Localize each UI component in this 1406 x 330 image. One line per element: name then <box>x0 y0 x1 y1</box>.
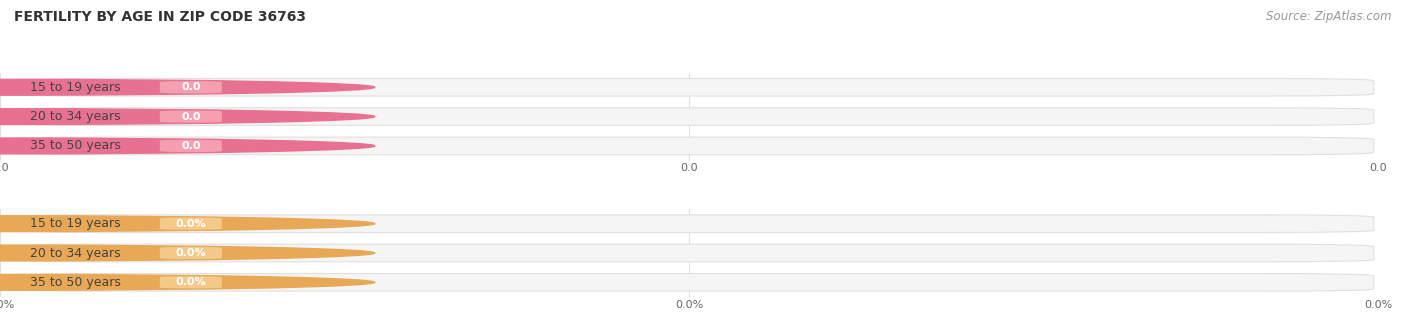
Text: 15 to 19 years: 15 to 19 years <box>31 217 121 230</box>
Text: 0.0: 0.0 <box>181 112 201 121</box>
Text: FERTILITY BY AGE IN ZIP CODE 36763: FERTILITY BY AGE IN ZIP CODE 36763 <box>14 10 307 24</box>
FancyBboxPatch shape <box>3 274 1374 291</box>
FancyBboxPatch shape <box>3 137 1374 155</box>
FancyBboxPatch shape <box>160 217 222 230</box>
Text: 0.0%: 0.0% <box>176 248 207 258</box>
Text: 15 to 19 years: 15 to 19 years <box>31 81 121 94</box>
FancyBboxPatch shape <box>160 247 222 259</box>
Text: 35 to 50 years: 35 to 50 years <box>31 140 121 152</box>
Text: 0.0: 0.0 <box>181 82 201 92</box>
Text: Source: ZipAtlas.com: Source: ZipAtlas.com <box>1267 10 1392 23</box>
Text: 0.0%: 0.0% <box>176 219 207 229</box>
FancyBboxPatch shape <box>3 108 1374 125</box>
FancyBboxPatch shape <box>3 215 1374 232</box>
Text: 20 to 34 years: 20 to 34 years <box>31 247 121 259</box>
Circle shape <box>0 79 375 95</box>
Text: 35 to 50 years: 35 to 50 years <box>31 276 121 289</box>
FancyBboxPatch shape <box>3 244 1374 262</box>
Text: 0.0%: 0.0% <box>176 277 207 287</box>
Circle shape <box>0 138 375 154</box>
FancyBboxPatch shape <box>160 140 222 152</box>
Circle shape <box>0 275 375 290</box>
Text: 20 to 34 years: 20 to 34 years <box>31 110 121 123</box>
Text: 0.0: 0.0 <box>181 141 201 151</box>
Circle shape <box>0 109 375 124</box>
Circle shape <box>0 245 375 261</box>
Circle shape <box>0 216 375 232</box>
FancyBboxPatch shape <box>160 276 222 289</box>
FancyBboxPatch shape <box>160 81 222 94</box>
FancyBboxPatch shape <box>3 79 1374 96</box>
FancyBboxPatch shape <box>160 110 222 123</box>
